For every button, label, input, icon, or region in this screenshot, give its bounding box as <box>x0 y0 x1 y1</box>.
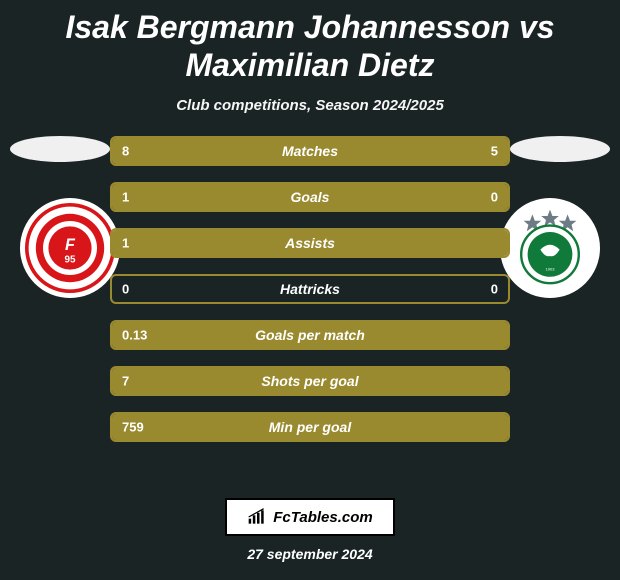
stat-value-left: 0 <box>122 281 129 296</box>
stat-value-left: 1 <box>122 189 129 204</box>
stat-row: Matches8 5 <box>110 136 510 166</box>
svg-text:95: 95 <box>65 254 76 265</box>
stat-row: Goals per match0.13 <box>110 320 510 350</box>
player-right-oval <box>510 136 610 162</box>
stat-label: Goals <box>112 189 508 205</box>
stat-row: Min per goal759 <box>110 412 510 442</box>
stat-value-left: 759 <box>122 419 144 434</box>
greuther-fuerth-crest-icon: 1903 <box>510 208 590 288</box>
chart-icon <box>247 508 267 526</box>
footer: FcTables.com 27 september 2024 <box>0 498 620 562</box>
stat-value-left: 8 <box>122 143 129 158</box>
page-title: Isak Bergmann Johannesson vs Maximilian … <box>0 0 620 85</box>
stat-value-right: 0 <box>491 281 498 296</box>
player-left-oval <box>10 136 110 162</box>
stat-label: Assists <box>112 235 508 251</box>
stat-row: Shots per goal7 <box>110 366 510 396</box>
stat-value-left: 0.13 <box>122 327 147 342</box>
club-badge-right: 1903 <box>500 198 600 298</box>
svg-text:1903: 1903 <box>546 266 556 271</box>
club-badge-left: F 95 <box>20 198 120 298</box>
subtitle: Club competitions, Season 2024/2025 <box>0 97 620 114</box>
stat-value-right: 0 <box>491 189 498 204</box>
brand-logo: FcTables.com <box>225 498 394 536</box>
stat-label: Min per goal <box>112 419 508 435</box>
fortuna-crest-icon: F 95 <box>25 203 115 293</box>
footer-date: 27 september 2024 <box>0 546 620 562</box>
stat-value-right: 5 <box>491 143 498 158</box>
comparison-chart: F 95 1903 Matches85Goals10Assists1Hattri… <box>0 136 620 442</box>
stat-label: Shots per goal <box>112 373 508 389</box>
stat-row: Hattricks0 0 <box>110 274 510 304</box>
brand-text: FcTables.com <box>273 509 372 526</box>
stat-row: Goals1 0 <box>110 182 510 212</box>
stat-row: Assists1 <box>110 228 510 258</box>
stat-label: Hattricks <box>112 281 508 297</box>
stat-label: Goals per match <box>112 327 508 343</box>
stat-value-left: 7 <box>122 373 129 388</box>
svg-text:F: F <box>65 236 76 254</box>
stat-rows: Matches85Goals10Assists1Hattricks00Goals… <box>110 136 510 442</box>
stat-label: Matches <box>112 143 508 159</box>
stat-value-left: 1 <box>122 235 129 250</box>
